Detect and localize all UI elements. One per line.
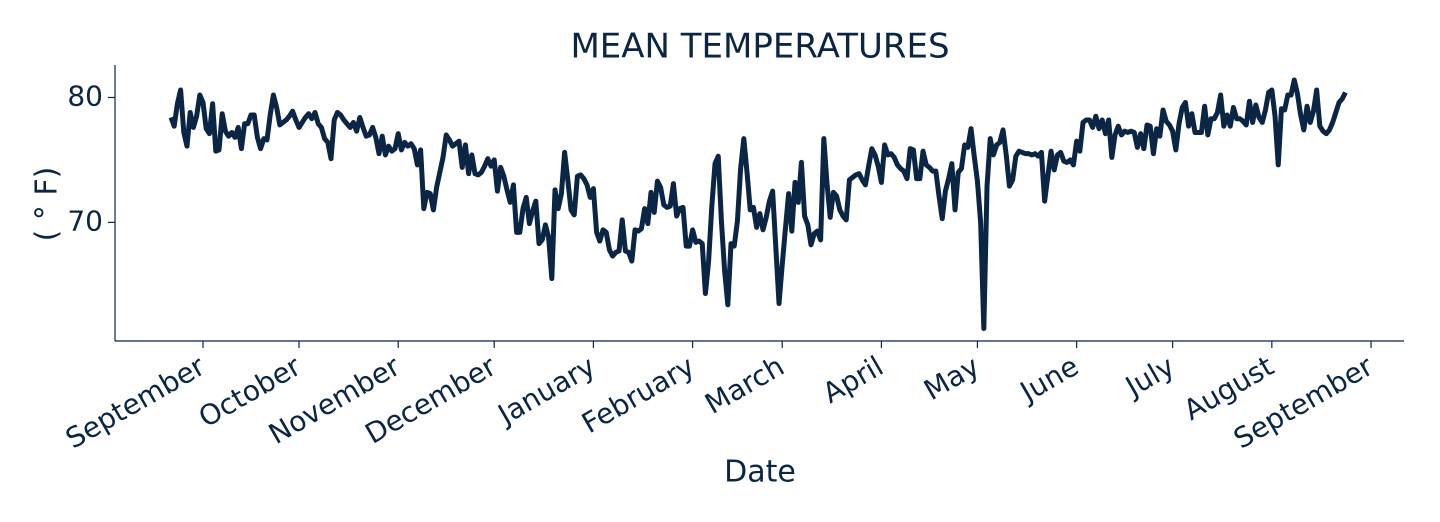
x-tick-label: March xyxy=(699,349,789,420)
chart-title: MEAN TEMPERATURES xyxy=(570,27,949,67)
y-tick-label: 80 xyxy=(67,79,103,112)
x-tick-label: June xyxy=(1013,349,1084,409)
x-tick-label: April xyxy=(817,349,889,410)
x-tick-label: September xyxy=(60,349,211,455)
x-tick-label: February xyxy=(576,349,700,440)
y-tick-label: 70 xyxy=(67,204,103,237)
temperature-line xyxy=(168,77,1348,332)
x-tick-label: May xyxy=(918,349,985,407)
x-tick-label: July xyxy=(1118,349,1180,404)
x-axis-label: Date xyxy=(724,455,796,490)
y-axis-label: ( ° F) xyxy=(30,167,65,242)
